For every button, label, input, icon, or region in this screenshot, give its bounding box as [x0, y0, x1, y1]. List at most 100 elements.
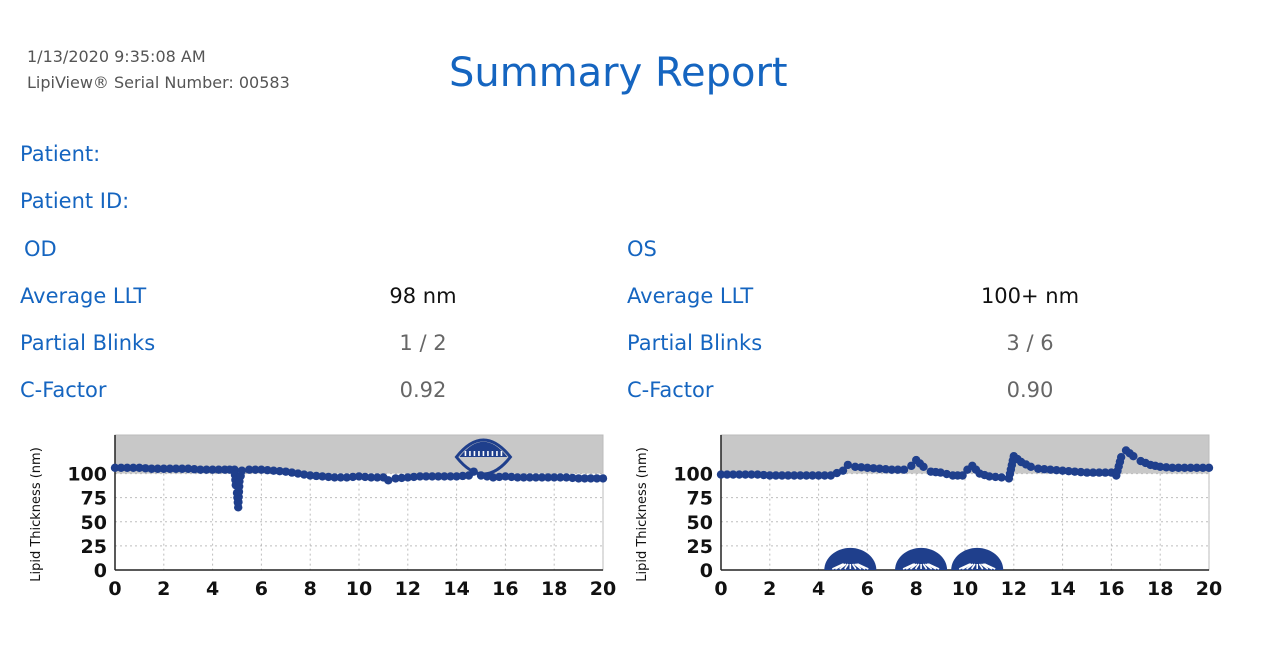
data-point [428, 472, 437, 481]
x-tick-label: 8 [304, 578, 317, 600]
y-tick-label: 75 [81, 488, 107, 510]
data-point [391, 474, 400, 483]
data-point [489, 473, 498, 482]
data-point [208, 465, 217, 474]
data-point [147, 464, 156, 473]
od-partial-blinks-label: Partial Blinks [20, 331, 156, 355]
x-tick-label: 12 [395, 578, 421, 600]
data-point [753, 470, 762, 479]
trace-dot [1076, 467, 1086, 477]
x-tick-label: 10 [952, 578, 978, 600]
od-cfactor-value: 0.92 [399, 378, 447, 402]
od-avg-llt-value: 98 nm [389, 284, 457, 308]
data-point [123, 463, 132, 472]
data-point [513, 473, 522, 482]
data-point [1116, 452, 1126, 462]
os-partial-blinks-value: 3 / 6 [1006, 331, 1054, 355]
blink-eye-icon [454, 438, 513, 476]
trace-dot [820, 471, 829, 480]
data-point [537, 473, 547, 482]
od-avg-llt-label: Average LLT [20, 284, 147, 308]
trace-dot [312, 471, 321, 481]
trace-dot [1186, 463, 1195, 472]
x-tick-label: 4 [812, 578, 825, 600]
od-heading: OD [24, 237, 57, 261]
data-point [598, 474, 608, 483]
x-tick-label: 20 [1196, 578, 1222, 600]
trace-dot [592, 474, 602, 483]
data-point [1058, 466, 1067, 475]
y-tick-label: 50 [687, 512, 713, 534]
trace-dot [519, 473, 528, 482]
data-point [574, 474, 583, 483]
data-point [318, 472, 327, 481]
x-tick-label: 20 [590, 578, 616, 600]
os-cfactor-label: C-Factor [627, 378, 714, 402]
x-tick-label: 16 [492, 578, 518, 600]
data-point [1204, 463, 1214, 472]
y-tick-label: 0 [700, 560, 713, 582]
y-axis-label: Lipid Thickness (nm) [29, 447, 44, 582]
data-point [306, 471, 315, 480]
data-point [1168, 463, 1177, 472]
data-point [384, 476, 393, 485]
y-tick-label: 25 [687, 536, 713, 558]
timestamp: 1/13/2020 9:35:08 AM [27, 47, 206, 66]
trace-dot [1198, 463, 1208, 472]
partial-blink-icon [824, 547, 877, 570]
data-point [550, 473, 559, 482]
data-point [171, 464, 181, 473]
x-tick-label: 12 [1001, 578, 1027, 600]
os-cfactor-value: 0.90 [1006, 378, 1054, 402]
trace-dot [1052, 465, 1061, 475]
x-tick-label: 6 [861, 578, 874, 600]
data-point [354, 472, 364, 481]
data-point [330, 473, 339, 482]
trace-dot [177, 464, 187, 473]
data-point [525, 473, 534, 482]
y-tick-label: 75 [687, 488, 713, 510]
trace-dot [397, 473, 406, 483]
trace-dot [360, 472, 370, 482]
trace-dot [543, 473, 553, 482]
trace-dot [568, 473, 577, 483]
data-point [367, 473, 376, 482]
trace-dot [771, 471, 781, 480]
data-point [196, 465, 205, 474]
data-point [501, 472, 510, 481]
trace-dot [275, 466, 284, 476]
data-point [1026, 462, 1036, 472]
trace-dot [336, 473, 345, 482]
od-partial-blinks-value: 1 / 2 [399, 331, 447, 355]
trace-dot [495, 472, 504, 482]
data-point [777, 471, 787, 480]
data-point [814, 471, 823, 480]
trace-dot [1064, 466, 1073, 476]
data-point [1095, 468, 1104, 477]
os-avg-llt-value: 100+ nm [980, 284, 1080, 308]
partial-blink-icon [895, 547, 948, 570]
data-point [110, 463, 120, 472]
x-tick-label: 8 [910, 578, 923, 600]
data-point [729, 470, 738, 479]
trace-dot [434, 472, 443, 481]
data-point [997, 473, 1006, 482]
trace-dot [190, 465, 199, 474]
x-tick-label: 16 [1098, 578, 1124, 600]
patient-id-label: Patient ID: [20, 189, 130, 213]
trace-dot [214, 465, 223, 474]
x-tick-label: 4 [206, 578, 219, 600]
partial-blink-icon [951, 547, 1004, 570]
y-tick-label: 100 [67, 464, 107, 486]
data-point [1129, 452, 1138, 461]
x-tick-label: 2 [157, 578, 170, 600]
data-point [586, 474, 595, 483]
data-point [257, 465, 266, 474]
y-tick-label: 0 [94, 560, 107, 582]
report-meta: 1/13/2020 9:35:08 AM LipiView® Serial Nu… [27, 44, 290, 96]
x-tick-label: 18 [541, 578, 567, 600]
trace-dot [1101, 468, 1110, 477]
data-point [1082, 468, 1092, 477]
trace-dot [531, 473, 541, 482]
